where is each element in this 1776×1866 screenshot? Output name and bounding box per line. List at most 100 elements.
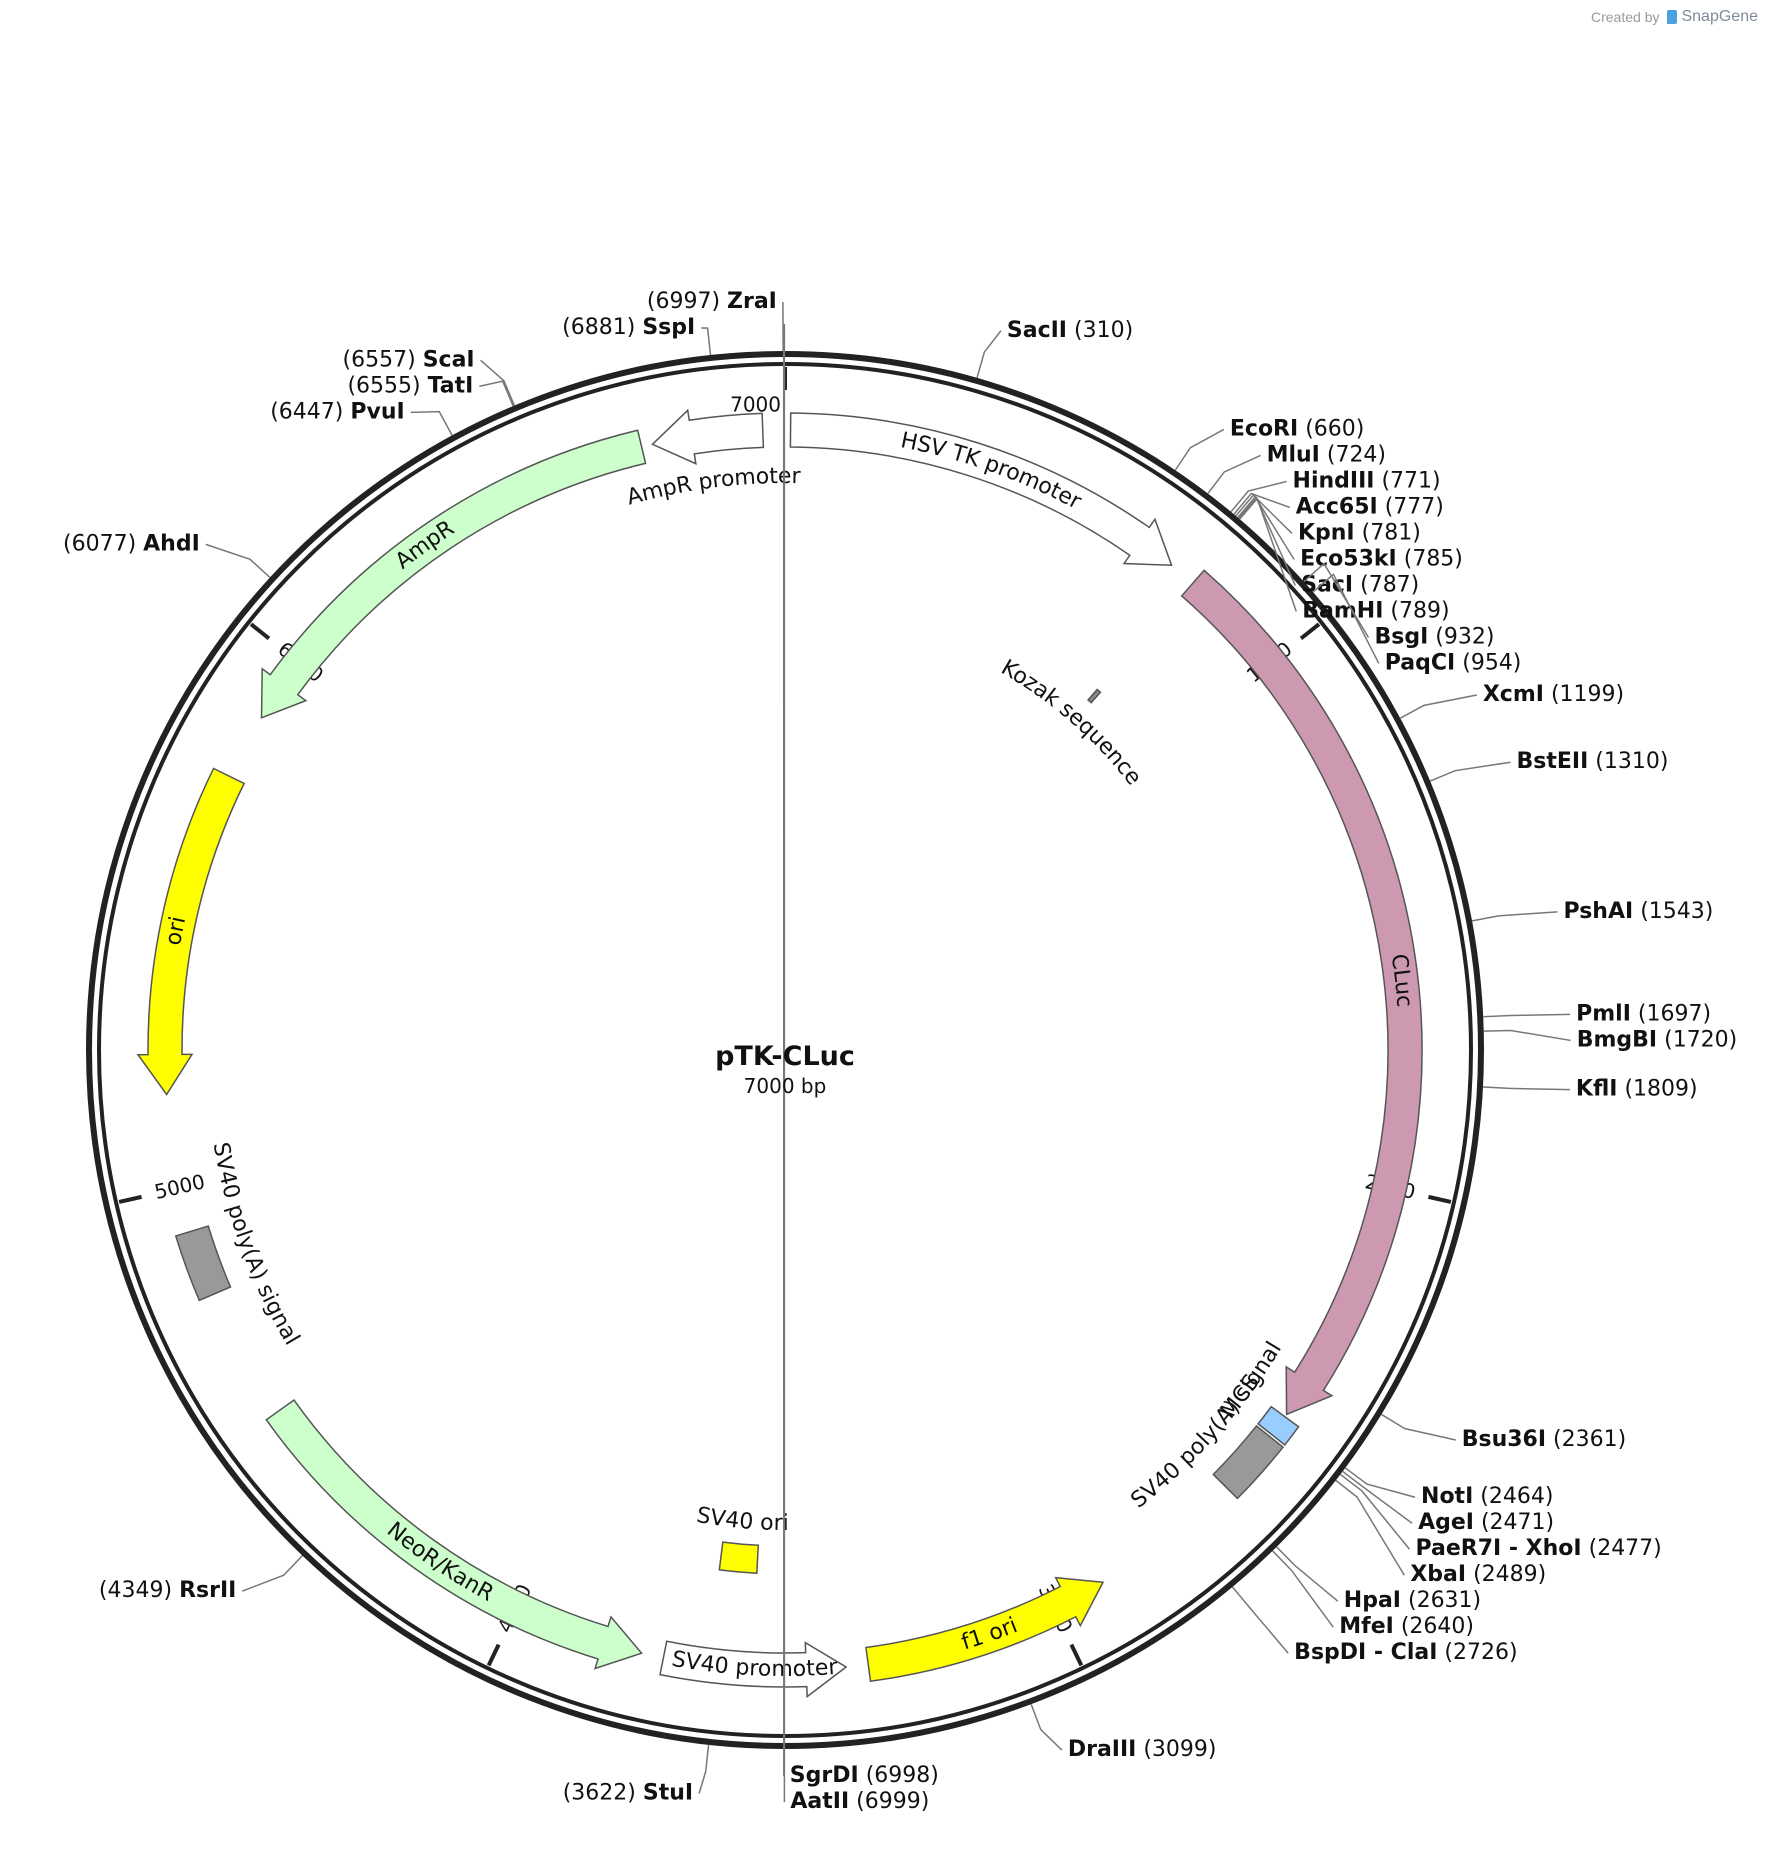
site-bsgi: BsgI (932)	[1303, 562, 1494, 649]
site-agei: AgeI (2471)	[1342, 1470, 1554, 1535]
site-leader-line	[1344, 1467, 1416, 1498]
snapgene-logo-icon	[1667, 10, 1678, 24]
site-label: BsgI (932)	[1374, 624, 1494, 649]
site-label: (6077) AhdI	[63, 531, 200, 556]
site-position: (954)	[1462, 650, 1521, 675]
site-position: (724)	[1327, 442, 1386, 467]
site-label: XcmI (1199)	[1483, 682, 1624, 707]
site-label: PaeR7I - XhoI (2477)	[1416, 1536, 1662, 1561]
plasmid-length: 7000 bp	[744, 1074, 827, 1098]
feature-shape-hsv-tk-promoter	[789, 412, 1173, 567]
site-name: ScaI	[423, 347, 475, 372]
site-hpai: HpaI (2631)	[1276, 1546, 1481, 1613]
site-position: (1809)	[1624, 1077, 1697, 1102]
site-label: Acc65I (777)	[1296, 494, 1444, 519]
site-name: PvuI	[350, 399, 404, 424]
site-label: SacI (787)	[1301, 572, 1419, 597]
feature-label-ori: ori	[161, 914, 191, 947]
site-position: (660)	[1305, 416, 1364, 441]
site-acc65i: Acc65I (777)	[1233, 492, 1444, 519]
feature-shape-ampr	[260, 429, 647, 719]
site-position: (771)	[1381, 468, 1440, 493]
site-leader-line	[1399, 694, 1477, 719]
site-label: HpaI (2631)	[1344, 1588, 1481, 1613]
site-position: (1310)	[1595, 749, 1668, 774]
feature-shape-sv40-promoter	[659, 1640, 848, 1699]
site-bsteii: BstEII (1310)	[1429, 749, 1668, 782]
site-label: BstEII (1310)	[1516, 749, 1668, 774]
site-leader-line	[242, 1555, 303, 1592]
site-leader-line	[1471, 911, 1558, 922]
feature-sv40-poly-a-signal: SV40 poly(A) signal	[174, 1140, 304, 1350]
site-stui: (3622) StuI	[563, 1744, 710, 1806]
site-name: PaeR7I - XhoI	[1416, 1536, 1582, 1561]
site-mfei: MfeI (2640)	[1272, 1550, 1474, 1639]
site-name: KflI	[1576, 1077, 1618, 1102]
site-leader-line	[410, 410, 453, 436]
tick-2000	[1428, 1194, 1452, 1204]
site-pmli: PmlI (1697)	[1483, 1001, 1711, 1026]
site-xcmi: XcmI (1199)	[1399, 682, 1624, 719]
site-scai: (6557) ScaI	[343, 347, 516, 406]
site-position: (1720)	[1664, 1027, 1737, 1052]
site-label: (4349) RsrII	[99, 1578, 236, 1603]
site-position: (2726)	[1444, 1640, 1517, 1665]
feature-label-kozak-sequence: Kozak sequence	[997, 655, 1146, 790]
feature-shape-f1-ori	[865, 1576, 1105, 1683]
feature-shape-neor-kanr	[265, 1398, 643, 1670]
site-label: BspDI - ClaI (2726)	[1294, 1640, 1517, 1665]
site-name: HindIII	[1293, 468, 1375, 493]
site-name: MluI	[1267, 442, 1320, 467]
site-position: (3622)	[563, 1781, 636, 1806]
plasmid-name: pTK-CLuc	[715, 1041, 855, 1072]
site-bspdi-clai: BspDI - ClaI (2726)	[1231, 1586, 1518, 1665]
feature-shape-mcs	[1257, 1405, 1300, 1446]
site-position: (6998)	[866, 1763, 939, 1788]
site-name: Acc65I	[1296, 494, 1378, 519]
site-leader-line	[1174, 428, 1225, 471]
feature-label-cluc: CLuc	[1386, 952, 1417, 1008]
site-position: (2361)	[1553, 1427, 1626, 1452]
site-position: (2471)	[1481, 1510, 1554, 1535]
credit-prefix: Created by	[1591, 9, 1660, 25]
tick-4000	[486, 1643, 501, 1667]
site-name: BspDI - ClaI	[1294, 1640, 1437, 1665]
credit-line: Created by SnapGene	[1591, 8, 1758, 26]
credit-brand: SnapGene	[1681, 8, 1758, 25]
site-position: (4349)	[99, 1578, 172, 1603]
site-leader-line	[1381, 1413, 1456, 1441]
site-name: PaqCI	[1385, 650, 1455, 675]
site-name: StuI	[643, 1781, 693, 1806]
site-leader-line	[1030, 1703, 1063, 1751]
site-paer7i-xhoi: PaeR7I - XhoI (2477)	[1339, 1473, 1662, 1561]
site-label: BamHI (789)	[1302, 598, 1449, 623]
site-position: (3099)	[1143, 1737, 1216, 1762]
site-position: (2464)	[1480, 1484, 1553, 1509]
site-pvui: (6447) PvuI	[270, 399, 453, 436]
feature-neor-kanr: NeoR/KanR	[265, 1398, 643, 1670]
site-name: AgeI	[1418, 1510, 1474, 1535]
site-draiii: DraIII (3099)	[1030, 1703, 1217, 1762]
site-position: (1543)	[1640, 899, 1713, 924]
site-label: SacII (310)	[1007, 318, 1133, 343]
site-name: Eco53kI	[1300, 546, 1397, 571]
site-xbai: XbaI (2489)	[1335, 1479, 1546, 1587]
site-sacii: SacII (310)	[976, 318, 1133, 379]
site-paqci: PaqCI (954)	[1312, 573, 1521, 675]
site-leader-line	[1342, 1470, 1413, 1524]
site-label: MfeI (2640)	[1339, 1614, 1474, 1639]
tick-6000	[249, 622, 271, 641]
site-leader-line	[1339, 1473, 1411, 1550]
site-name: ZraI	[727, 289, 777, 314]
site-position: (6557)	[343, 347, 416, 372]
site-name: PshAI	[1563, 899, 1633, 924]
site-label: (6557) ScaI	[343, 347, 475, 372]
site-label: KflI (1809)	[1576, 1077, 1698, 1102]
feature-shape-ampr-promoter	[651, 408, 765, 465]
feature-label-sv40-poly-a-signal: SV40 poly(A) signal	[208, 1140, 304, 1349]
site-label: HindIII (771)	[1293, 468, 1441, 493]
site-name: MfeI	[1339, 1614, 1394, 1639]
feature-f1-ori: f1 ori	[865, 1576, 1105, 1683]
site-label: XbaI (2489)	[1410, 1562, 1546, 1587]
